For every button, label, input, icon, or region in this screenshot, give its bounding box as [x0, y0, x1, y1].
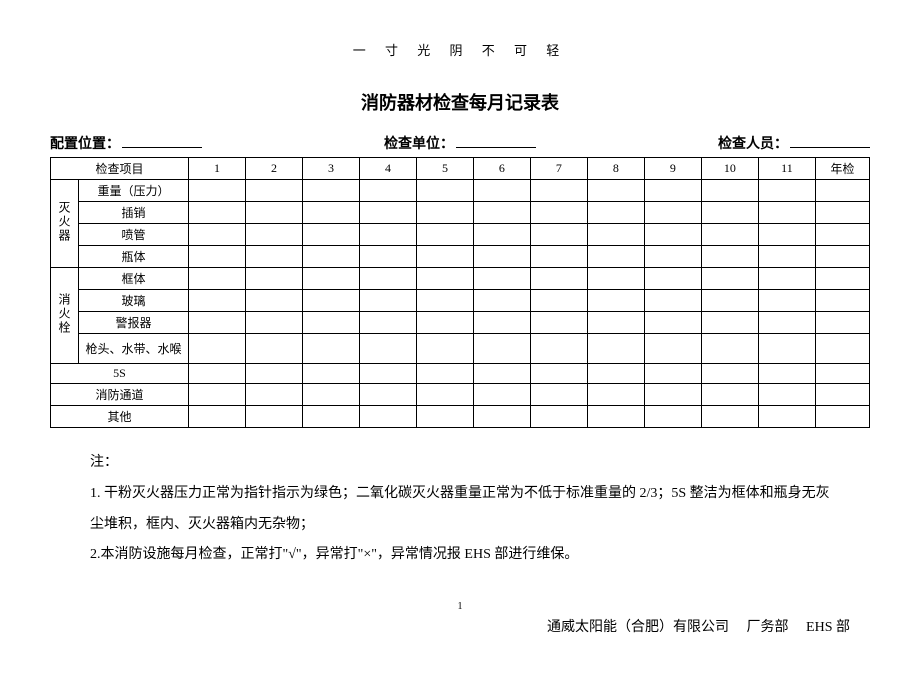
row-label: 警报器	[79, 312, 189, 334]
location-label: 配置位置：	[50, 133, 120, 153]
row-label: 框体	[79, 268, 189, 290]
table-row: 瓶体	[51, 246, 870, 268]
col-month: 6	[473, 158, 530, 180]
header-note: 一 寸 光 阴 不 可 轻	[50, 40, 870, 59]
table-row: 5S	[51, 364, 870, 384]
unit-label: 检查单位：	[384, 133, 454, 153]
table-row: 消火栓 框体	[51, 268, 870, 290]
table-row: 消防通道	[51, 384, 870, 406]
row-label: 枪头、水带、水喉	[79, 334, 189, 364]
row-label: 喷管	[79, 224, 189, 246]
row-label: 瓶体	[79, 246, 189, 268]
footer-dept2: EHS 部	[806, 620, 850, 635]
row-label: 重量（压力）	[79, 180, 189, 202]
col-month: 2	[246, 158, 303, 180]
table-row: 枪头、水带、水喉	[51, 334, 870, 364]
notes-heading: 注：	[90, 448, 830, 479]
col-month: 1	[189, 158, 246, 180]
field-unit: 检查单位：	[384, 133, 536, 153]
table-row: 玻璃	[51, 290, 870, 312]
row-label: 5S	[51, 364, 189, 384]
page-number: 1	[50, 601, 870, 612]
table-row: 其他	[51, 406, 870, 428]
footer-company: 通威太阳能（合肥）有限公司	[547, 620, 729, 635]
col-month: 4	[359, 158, 416, 180]
footer: 通威太阳能（合肥）有限公司 厂务部 EHS 部	[50, 616, 850, 636]
notes-section: 注： 1. 干粉灭火器压力正常为指针指示为绿色；二氧化碳灭火器重量正常为不低于标…	[90, 448, 830, 571]
note-2: 2.本消防设施每月检查，正常打"√"，异常打"×"，异常情况报 EHS 部进行维…	[90, 540, 830, 571]
location-blank	[122, 147, 202, 148]
personnel-blank	[790, 147, 870, 148]
table-body: 灭火器 重量（压力） 插销 喷管 瓶体 消火栓 框体 玻璃 警报器	[51, 180, 870, 428]
personnel-label: 检查人员：	[718, 133, 788, 153]
row-label: 其他	[51, 406, 189, 428]
col-year-header: 年检	[816, 158, 870, 180]
row-label: 消防通道	[51, 384, 189, 406]
header-row: 检查项目 1 2 3 4 5 6 7 8 9 10 11 年检	[51, 158, 870, 180]
unit-blank	[456, 147, 536, 148]
col-item-header: 检查项目	[51, 158, 189, 180]
table-row: 喷管	[51, 224, 870, 246]
fields-row: 配置位置： 检查单位： 检查人员：	[50, 133, 870, 153]
col-month: 8	[587, 158, 644, 180]
note-1: 1. 干粉灭火器压力正常为指针指示为绿色；二氧化碳灭火器重量正常为不低于标准重量…	[90, 479, 830, 541]
col-month: 5	[416, 158, 473, 180]
col-month: 9	[644, 158, 701, 180]
col-month: 10	[701, 158, 758, 180]
inspection-table: 检查项目 1 2 3 4 5 6 7 8 9 10 11 年检 灭火器 重量（压…	[50, 157, 870, 428]
footer-dept1: 厂务部	[747, 620, 789, 635]
table-row: 灭火器 重量（压力）	[51, 180, 870, 202]
col-month: 7	[530, 158, 587, 180]
table-row: 插销	[51, 202, 870, 224]
row-label: 插销	[79, 202, 189, 224]
row-label: 玻璃	[79, 290, 189, 312]
group-extinguisher: 灭火器	[51, 180, 79, 268]
table-row: 警报器	[51, 312, 870, 334]
col-month: 11	[758, 158, 815, 180]
field-personnel: 检查人员：	[718, 133, 870, 153]
table-head: 检查项目 1 2 3 4 5 6 7 8 9 10 11 年检	[51, 158, 870, 180]
col-month: 3	[302, 158, 359, 180]
group-hydrant: 消火栓	[51, 268, 79, 364]
document-title: 消防器材检查每月记录表	[50, 89, 870, 115]
field-location: 配置位置：	[50, 133, 202, 153]
